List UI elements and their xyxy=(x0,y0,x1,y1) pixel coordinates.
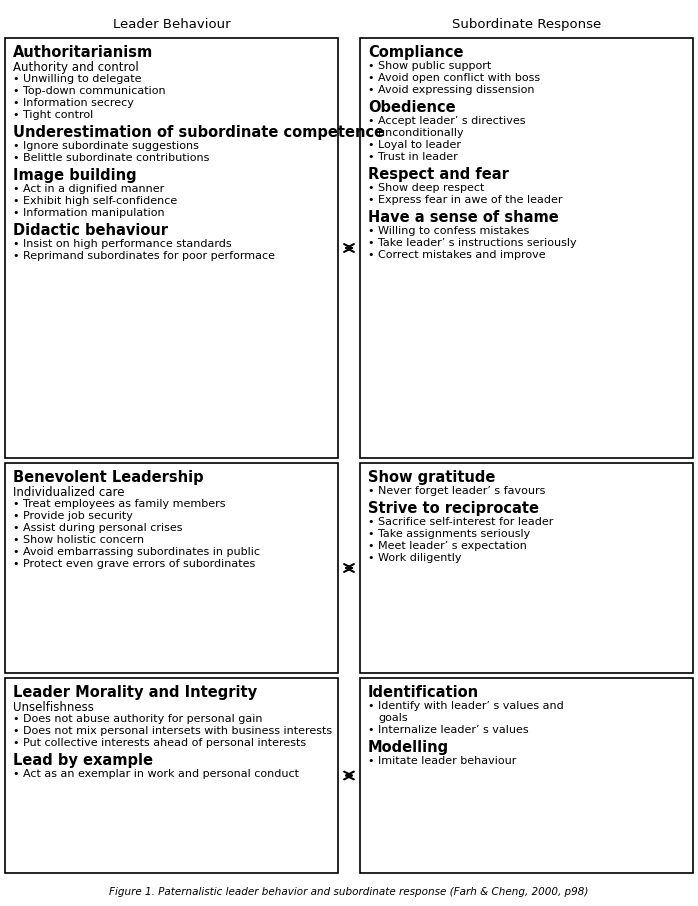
Text: Lead by example: Lead by example xyxy=(13,753,153,768)
Text: • Assist during personal crises: • Assist during personal crises xyxy=(13,523,182,533)
Bar xyxy=(360,38,693,458)
Text: • Avoid embarrassing subordinates in public: • Avoid embarrassing subordinates in pub… xyxy=(13,547,260,557)
Text: Individualized care: Individualized care xyxy=(13,486,124,499)
Text: • Unwilling to delegate: • Unwilling to delegate xyxy=(13,74,142,84)
Text: Unselfishness: Unselfishness xyxy=(13,701,94,714)
Text: Show gratitude: Show gratitude xyxy=(368,470,496,485)
Text: • Belittle subordinate contributions: • Belittle subordinate contributions xyxy=(13,153,209,163)
Text: • Information manipulation: • Information manipulation xyxy=(13,208,165,218)
Text: Authoritarianism: Authoritarianism xyxy=(13,45,154,60)
Text: • Ignore subordinate suggestions: • Ignore subordinate suggestions xyxy=(13,141,199,151)
Text: Identification: Identification xyxy=(368,685,479,700)
Text: Leader Behaviour: Leader Behaviour xyxy=(112,18,230,31)
Text: • Does not abuse authority for personal gain: • Does not abuse authority for personal … xyxy=(13,714,262,724)
Text: • Provide job security: • Provide job security xyxy=(13,511,133,521)
Text: • Tight control: • Tight control xyxy=(13,110,94,120)
Text: goals: goals xyxy=(378,713,408,723)
Text: Leader Morality and Integrity: Leader Morality and Integrity xyxy=(13,685,257,700)
Bar xyxy=(360,463,693,673)
Text: • Avoid open conflict with boss: • Avoid open conflict with boss xyxy=(368,73,540,83)
Text: • Imitate leader behaviour: • Imitate leader behaviour xyxy=(368,756,517,766)
Text: • Protect even grave errors of subordinates: • Protect even grave errors of subordina… xyxy=(13,559,255,569)
Bar xyxy=(5,38,338,458)
Text: • Insist on high performance standards: • Insist on high performance standards xyxy=(13,239,232,249)
Text: Underestimation of subordinate competence: Underestimation of subordinate competenc… xyxy=(13,125,384,140)
Text: • Meet leader’ s expectation: • Meet leader’ s expectation xyxy=(368,541,527,551)
Text: • Take leader’ s instructions seriously: • Take leader’ s instructions seriously xyxy=(368,238,577,248)
Text: • Work diligently: • Work diligently xyxy=(368,553,461,563)
Text: • Accept leader’ s directives: • Accept leader’ s directives xyxy=(368,116,526,126)
Text: Modelling: Modelling xyxy=(368,740,449,755)
Text: • Take assignments seriously: • Take assignments seriously xyxy=(368,529,530,539)
Text: • Sacrifice self-interest for leader: • Sacrifice self-interest for leader xyxy=(368,517,554,527)
Text: unconditionally: unconditionally xyxy=(378,128,463,138)
Text: • Show holistic concern: • Show holistic concern xyxy=(13,535,144,545)
Text: Compliance: Compliance xyxy=(368,45,463,60)
Text: • Treat employees as family members: • Treat employees as family members xyxy=(13,499,225,509)
Text: • Put collective interests ahead of personal interests: • Put collective interests ahead of pers… xyxy=(13,738,306,748)
Text: Respect and fear: Respect and fear xyxy=(368,167,509,182)
Text: • Never forget leader’ s favours: • Never forget leader’ s favours xyxy=(368,486,545,496)
Text: Obedience: Obedience xyxy=(368,100,456,115)
Text: • Identify with leader’ s values and: • Identify with leader’ s values and xyxy=(368,701,564,711)
Text: • Exhibit high self-confidence: • Exhibit high self-confidence xyxy=(13,196,177,206)
Text: • Express fear in awe of the leader: • Express fear in awe of the leader xyxy=(368,195,563,205)
Text: Benevolent Leadership: Benevolent Leadership xyxy=(13,470,204,485)
Text: Authority and control: Authority and control xyxy=(13,61,139,74)
Text: Figure 1. Paternalistic leader behavior and subordinate response (Farh & Cheng, : Figure 1. Paternalistic leader behavior … xyxy=(110,887,588,897)
Text: • Top-down communication: • Top-down communication xyxy=(13,86,165,96)
Text: • Loyal to leader: • Loyal to leader xyxy=(368,140,461,150)
Bar xyxy=(5,678,338,873)
Text: • Trust in leader: • Trust in leader xyxy=(368,152,458,162)
Text: • Show deep respect: • Show deep respect xyxy=(368,183,484,193)
Text: • Correct mistakes and improve: • Correct mistakes and improve xyxy=(368,250,546,260)
Text: • Does not mix personal intersets with business interests: • Does not mix personal intersets with b… xyxy=(13,726,332,736)
Text: • Act in a dignified manner: • Act in a dignified manner xyxy=(13,184,164,194)
Bar xyxy=(5,463,338,673)
Text: • Avoid expressing dissension: • Avoid expressing dissension xyxy=(368,85,535,95)
Text: • Information secrecy: • Information secrecy xyxy=(13,98,134,108)
Text: • Act as an exemplar in work and personal conduct: • Act as an exemplar in work and persona… xyxy=(13,769,299,779)
Text: Have a sense of shame: Have a sense of shame xyxy=(368,210,559,225)
Text: • Reprimand subordinates for poor performace: • Reprimand subordinates for poor perfor… xyxy=(13,251,275,261)
Bar xyxy=(360,678,693,873)
Text: Didactic behaviour: Didactic behaviour xyxy=(13,223,168,238)
Text: Strive to reciprocate: Strive to reciprocate xyxy=(368,501,539,516)
Text: • Show public support: • Show public support xyxy=(368,61,491,71)
Text: • Internalize leader’ s values: • Internalize leader’ s values xyxy=(368,725,528,735)
Text: Subordinate Response: Subordinate Response xyxy=(452,18,601,31)
Text: • Willing to confess mistakes: • Willing to confess mistakes xyxy=(368,226,529,236)
Text: Image building: Image building xyxy=(13,168,137,183)
